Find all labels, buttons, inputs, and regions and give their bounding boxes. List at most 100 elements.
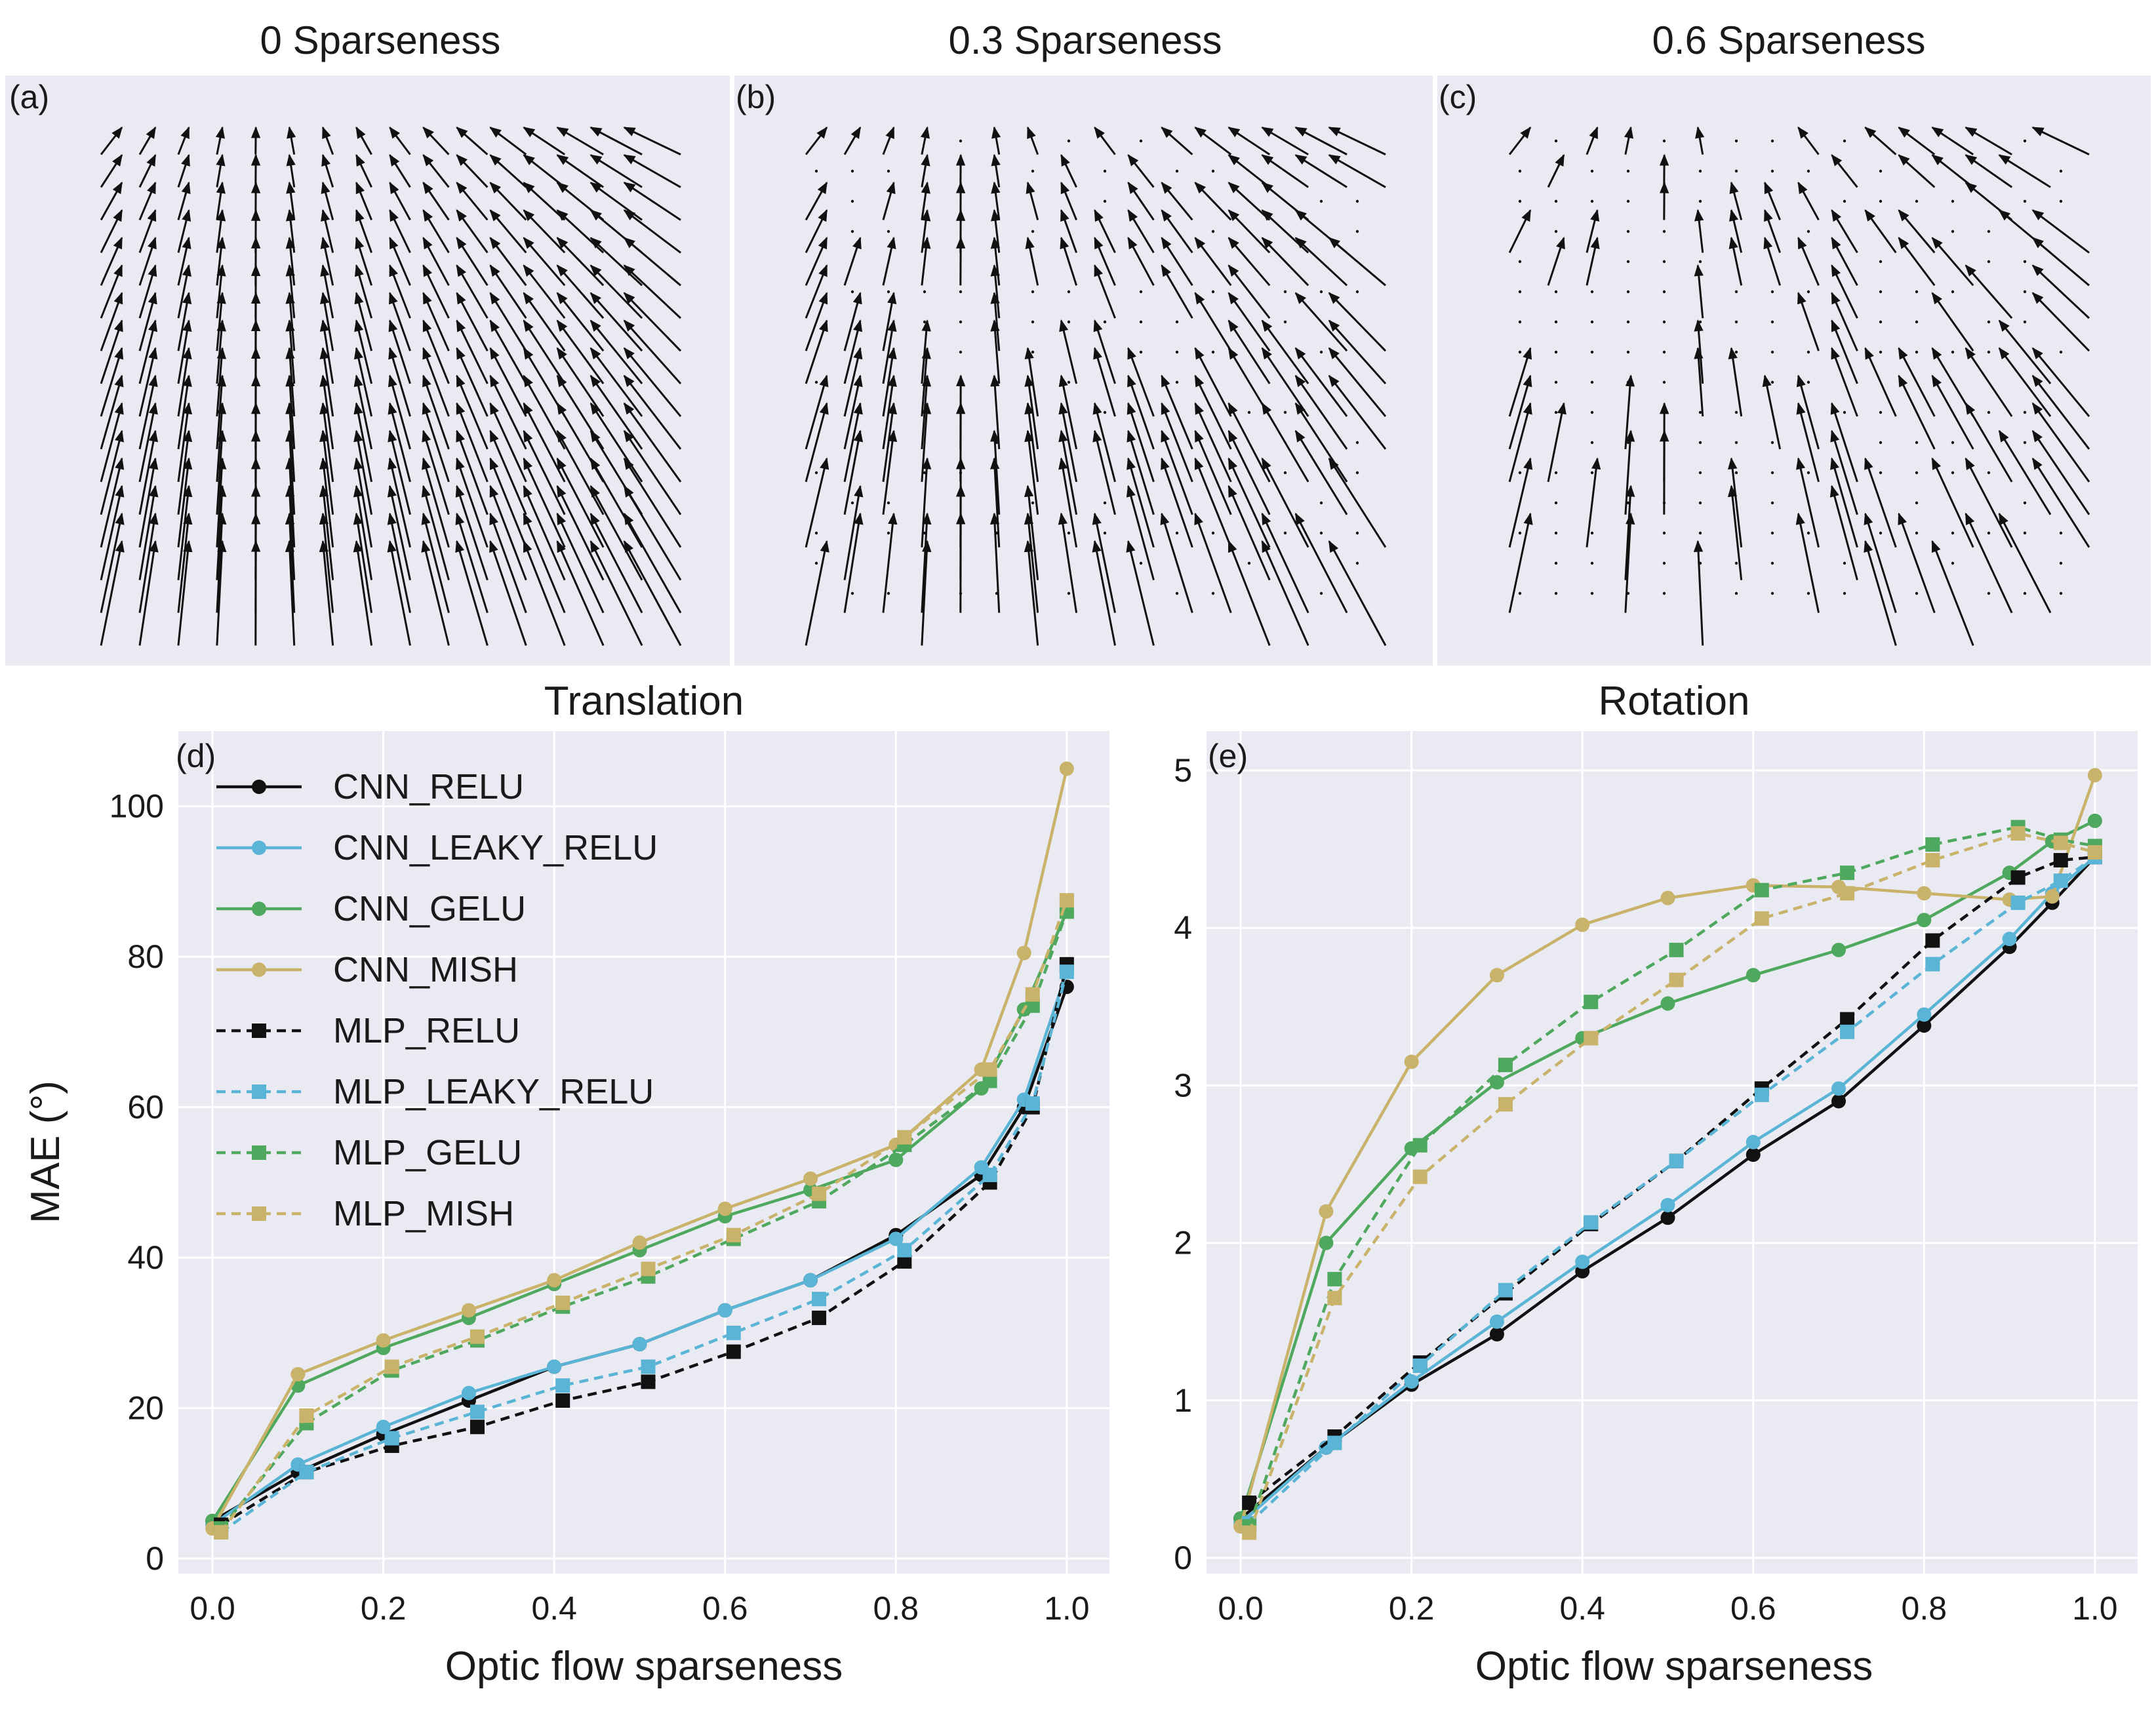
- flow-dot: [1770, 441, 1774, 445]
- flow-arrow: [1094, 237, 1116, 286]
- flow-arrow: [2031, 127, 2090, 155]
- flow-arrow: [589, 292, 643, 352]
- flow-arrow: [216, 264, 226, 319]
- flow-dot: [1987, 531, 1991, 535]
- flow-dot: [814, 531, 818, 535]
- flow-dot: [1590, 561, 1594, 565]
- legend: CNN_RELU CNN_LEAKY_RELU CNN_GELU CNN_MISH ML…: [216, 767, 658, 1233]
- flow-title-b: 0.3 Sparseness: [949, 18, 1222, 62]
- flow-arrow: [805, 264, 828, 319]
- flow-arrow: [354, 264, 373, 319]
- flow-arrow: [1931, 237, 1974, 287]
- flow-dot: [1879, 290, 1883, 294]
- flow-arrow: [921, 236, 931, 286]
- y-tick-label: 1: [1174, 1382, 1192, 1419]
- flow-arrow: [556, 264, 605, 319]
- data-point-mlp_relu: [641, 1374, 656, 1389]
- flow-arrow: [523, 540, 566, 646]
- flow-arrow: [100, 264, 123, 319]
- flow-arrow: [843, 402, 863, 483]
- flow-arrow: [1898, 512, 1936, 614]
- flow-dot: [1626, 260, 1630, 264]
- flow-dot: [1031, 229, 1035, 233]
- flow-arrow: [1762, 374, 1782, 450]
- flow-dot: [1951, 441, 1955, 445]
- flow-arrow: [353, 485, 373, 580]
- flow-dot: [814, 169, 818, 173]
- flow-arrow: [389, 153, 411, 188]
- x-tick-label: 0.6: [1730, 1590, 1776, 1627]
- flow-dot: [1518, 260, 1522, 264]
- flow-arrow: [321, 209, 334, 253]
- flow-arrow: [489, 347, 527, 417]
- flow-arrow: [920, 126, 930, 155]
- flow-arrow: [456, 154, 489, 188]
- flow-arrow: [320, 236, 334, 286]
- legend-marker: [252, 1024, 266, 1038]
- flow-dot: [1807, 531, 1810, 535]
- translation-panel-label: (d): [176, 738, 216, 774]
- flow-dot: [1518, 531, 1522, 535]
- flow-arrow: [138, 153, 157, 188]
- flow-arrow: [843, 374, 863, 450]
- flow-arrow: [589, 319, 643, 385]
- flow-arrow: [422, 292, 450, 351]
- flow-arrow: [489, 154, 527, 188]
- flow-dot: [1518, 471, 1522, 475]
- flow-arrow: [319, 429, 334, 515]
- flow-arrow: [1998, 512, 2052, 614]
- flow-dot: [1915, 531, 1919, 535]
- flow-arrow: [354, 319, 373, 384]
- translation-plot-area: [178, 731, 1109, 1574]
- data-point-cnn_mish: [376, 1333, 391, 1348]
- flow-arrow: [589, 237, 643, 287]
- data-point-cnn_leaky_relu: [2002, 932, 2017, 947]
- flow-dot: [2023, 139, 2027, 143]
- flow-arrow: [455, 540, 489, 646]
- flow-dot: [1734, 441, 1738, 445]
- flow-arrow: [1228, 292, 1271, 352]
- flow-dot: [1879, 169, 1883, 173]
- flow-arrow: [422, 374, 450, 450]
- quiver-field-c: [1508, 126, 2090, 646]
- flow-arrow: [1797, 237, 1820, 286]
- flow-dot: [1626, 380, 1630, 384]
- flow-arrow: [1328, 374, 1387, 450]
- flow-arrow: [1092, 512, 1116, 613]
- data-point-cnn_gelu: [1660, 996, 1675, 1011]
- flow-arrow: [1194, 374, 1232, 450]
- flow-dot: [1554, 501, 1558, 505]
- flow-arrow: [623, 319, 682, 385]
- flow-arrow: [287, 126, 296, 155]
- flow-arrow: [1194, 512, 1232, 614]
- flow-arrow: [843, 485, 864, 580]
- flow-arrow: [320, 264, 334, 319]
- flow-arrow: [1965, 127, 2012, 155]
- legend-label: CNN_GELU: [333, 889, 526, 928]
- flow-arrow: [1508, 457, 1533, 548]
- flow-arrow: [1328, 540, 1387, 646]
- flow-arrow: [1194, 237, 1232, 287]
- flow-arrow: [1965, 457, 2013, 548]
- flow-dot: [1734, 591, 1738, 595]
- data-point-cnn_relu: [1917, 1018, 1932, 1033]
- flow-arrow: [1931, 127, 1974, 155]
- flow-arrow: [387, 512, 411, 613]
- flow-dot: [1554, 139, 1558, 143]
- flow-dot: [1987, 591, 1991, 595]
- translation-series: [205, 761, 1074, 1540]
- flow-dot: [887, 229, 890, 233]
- data-point-mlp_mish: [384, 1359, 399, 1374]
- flow-arrow: [489, 540, 527, 646]
- flow-arrow: [1831, 264, 1858, 319]
- quiver-field-a: [100, 126, 682, 646]
- data-point-mlp_gelu: [1327, 1271, 1342, 1286]
- flow-arrow: [319, 512, 334, 613]
- flow-arrow: [2031, 429, 2090, 515]
- flow-arrow: [623, 402, 682, 483]
- flow-arrow: [1830, 402, 1858, 483]
- flow-arrow: [1831, 319, 1858, 384]
- flow-dot: [1951, 350, 1955, 354]
- flow-arrow: [991, 126, 1001, 155]
- flow-dot: [1554, 471, 1558, 475]
